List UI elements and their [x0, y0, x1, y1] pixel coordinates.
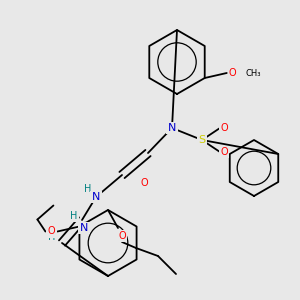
Text: N: N [168, 123, 176, 133]
Text: N: N [92, 192, 100, 202]
Text: O: O [48, 226, 55, 236]
Text: H: H [70, 211, 78, 221]
Text: N: N [80, 223, 88, 233]
Text: O: O [118, 231, 126, 241]
Text: O: O [140, 178, 148, 188]
Text: H: H [48, 232, 56, 242]
Text: CH₃: CH₃ [246, 70, 261, 79]
Text: H: H [84, 184, 92, 194]
Text: S: S [198, 135, 206, 145]
Text: O: O [220, 123, 228, 133]
Text: O: O [220, 147, 228, 157]
Text: O: O [229, 68, 236, 78]
